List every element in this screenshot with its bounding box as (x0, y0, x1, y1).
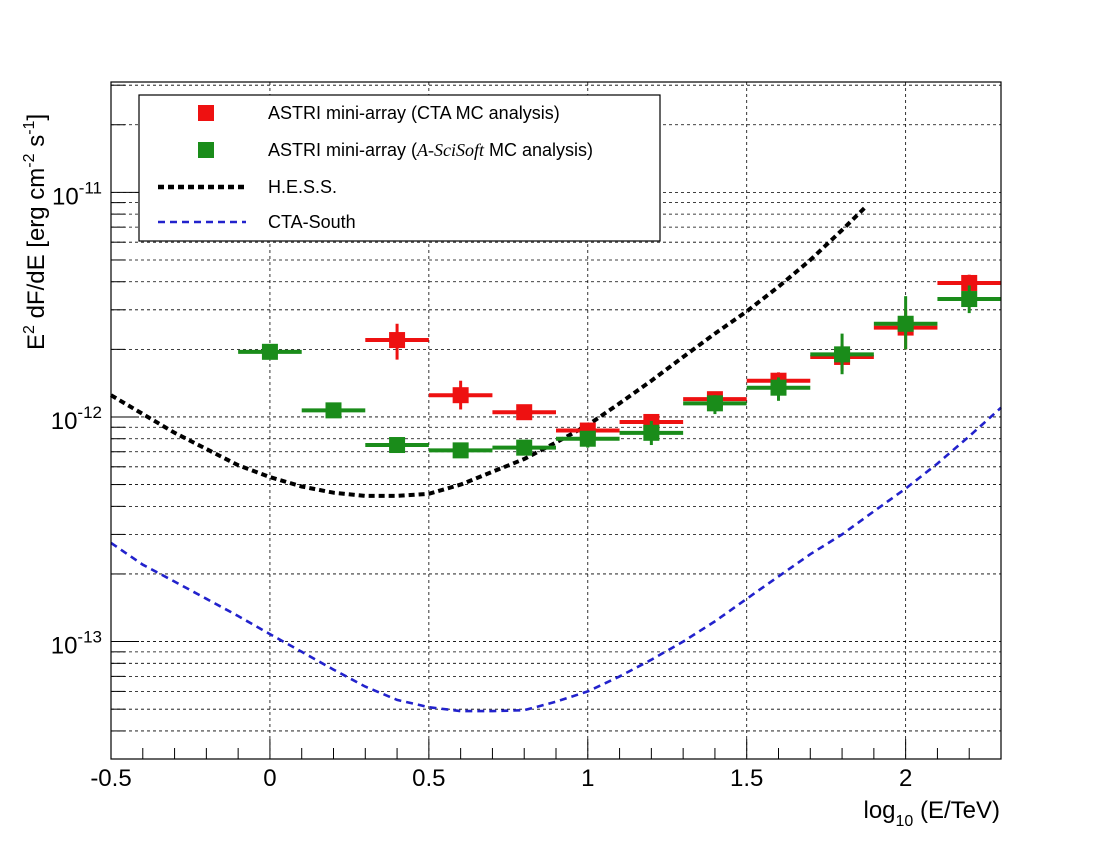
ascisoft-mc-point (643, 424, 660, 441)
x-tick-label: 1 (581, 765, 594, 792)
cta-mc-point (516, 404, 533, 421)
ascisoft-mc-point (706, 395, 723, 412)
hess-curve (109, 206, 866, 498)
x-tick-label: 1.5 (730, 765, 763, 792)
x-tick-label: 2 (899, 765, 912, 792)
data-points (238, 274, 1001, 459)
ascisoft-mc-point (389, 437, 406, 454)
cta-mc-point (961, 274, 978, 291)
legend-marker (198, 142, 214, 158)
x-tick-label: 0 (263, 765, 276, 792)
y-tick-label: 10-12 (51, 403, 102, 435)
legend-label: H.E.S.S. (268, 177, 337, 197)
y-axis-title: E2 dF/dE [erg cm-2 s-1] (21, 114, 50, 350)
legend-marker (198, 105, 214, 121)
ascisoft-mc-point (961, 291, 978, 308)
x-tick-label: -0.5 (90, 765, 131, 792)
ascisoft-mc-point (579, 430, 596, 447)
ascisoft-mc-point (452, 442, 469, 459)
cta-south-curve (110, 406, 1002, 713)
legend-box (138, 94, 661, 242)
curves (109, 206, 1002, 713)
cta-mc-point (452, 387, 469, 404)
ascisoft-mc-point (770, 379, 787, 396)
ascisoft-mc-point (516, 439, 533, 456)
ascisoft-mc-point (834, 346, 851, 363)
y-tick-label: 10-11 (52, 178, 102, 210)
y-tick-label: 10-13 (51, 628, 102, 660)
cta-mc-point (389, 332, 406, 349)
x-tick-labels: -0.5 0 0.5 1 1.5 2 (90, 765, 912, 792)
ascisoft-mc-point (325, 402, 342, 419)
legend-label: ASTRI mini-array (A-SciSoft MC analysis) (268, 140, 593, 160)
legend-label: ASTRI mini-array (CTA MC analysis) (268, 103, 560, 123)
ascisoft-mc-point (261, 343, 278, 360)
legend: ASTRI mini-array (CTA MC analysis) ASTRI … (138, 94, 661, 242)
axis-ticks (110, 84, 1002, 759)
x-tick-label: 0.5 (412, 765, 445, 792)
legend-label: CTA-South (268, 212, 356, 232)
ascisoft-mc-point (897, 315, 914, 332)
x-axis-title: log10 (E/TeV) (863, 797, 1000, 830)
y-tick-labels: 10-13 10-12 10-11 (51, 178, 102, 659)
